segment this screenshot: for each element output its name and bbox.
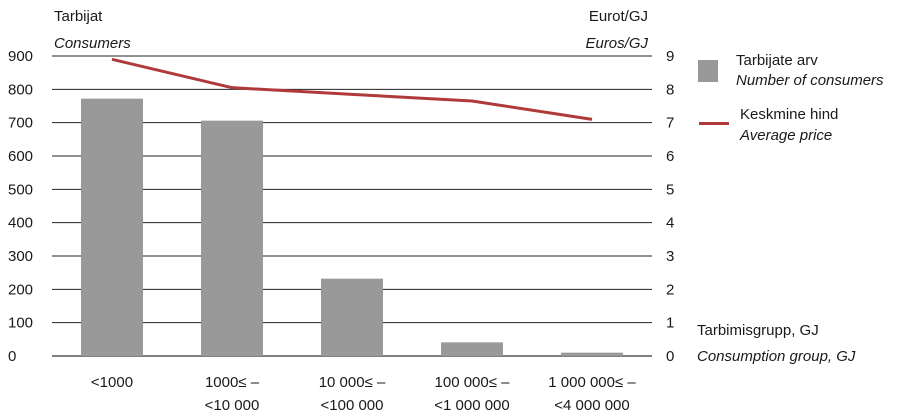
x-axis-title: Tarbimisgrupp, GJ [697, 322, 819, 339]
category-label: <1 000 000 [434, 397, 510, 411]
category-labels: <1000 1000≤ – <10 000 10 000≤ – <100 000 100 … [91, 374, 636, 411]
left-tick-label: 300 [8, 248, 33, 265]
left-tick-label: 900 [8, 48, 33, 65]
legend-line-label-en: Average price [740, 127, 833, 144]
legend-bar-label-en: Number of consumers [736, 72, 884, 89]
category-label: <4 000 000 [554, 397, 630, 411]
bar [81, 98, 143, 357]
category-label: <1000 [91, 374, 133, 391]
right-tick-label: 4 [666, 215, 674, 232]
category-label: 1000≤ – [205, 374, 260, 391]
right-tick-label: 1 [666, 315, 674, 332]
legend-bar-swatch [698, 60, 718, 82]
right-tick-label: 2 [666, 281, 674, 298]
bar [561, 352, 623, 356]
left-tick-label: 100 [8, 315, 33, 332]
left-axis-title: Tarbijat [54, 8, 103, 25]
bar [201, 120, 263, 357]
left-axis-title-en: Consumers [54, 35, 131, 52]
category-label: <100 000 [321, 397, 384, 411]
left-tick-label: 800 [8, 81, 33, 98]
category-label: 100 000≤ – [435, 374, 511, 391]
right-tick-label: 8 [666, 81, 674, 98]
category-label: 10 000≤ – [319, 374, 386, 391]
legend-line-label: Keskmine hind [740, 106, 839, 123]
tick-labels: 0 100 200 300 400 500 600 700 800 900 0 1 2 3 4 5 6 7 8 9 [8, 48, 674, 365]
right-axis-title-en: Euros/GJ [585, 35, 648, 52]
right-tick-label: 7 [666, 115, 674, 132]
right-tick-label: 3 [666, 248, 674, 265]
bar [321, 278, 383, 356]
bar-series [81, 98, 623, 357]
category-label: 1 000 000≤ – [548, 374, 636, 391]
left-tick-label: 0 [8, 348, 16, 365]
line-series [111, 57, 593, 121]
right-tick-label: 5 [666, 181, 674, 198]
right-axis-title: Eurot/GJ [588, 8, 648, 25]
legend-line-swatch [699, 122, 729, 125]
left-tick-label: 500 [8, 181, 33, 198]
x-axis-title-en: Consumption group, GJ [697, 348, 856, 365]
left-tick-label: 600 [8, 148, 33, 165]
gridlines [52, 55, 652, 357]
right-tick-label: 0 [666, 348, 674, 365]
legend-bar-label: Tarbijate arv [736, 52, 818, 69]
left-tick-label: 400 [8, 215, 33, 232]
bar [441, 342, 503, 356]
category-label: <10 000 [205, 397, 260, 411]
left-tick-label: 700 [8, 115, 33, 132]
right-tick-label: 9 [666, 48, 674, 65]
right-tick-label: 6 [666, 148, 674, 165]
average-price-line [111, 57, 593, 121]
left-tick-label: 200 [8, 281, 33, 298]
